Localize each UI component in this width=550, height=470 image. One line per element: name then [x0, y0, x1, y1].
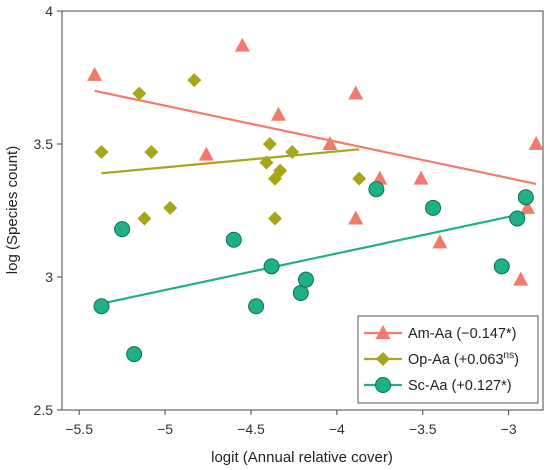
op-aa-point — [273, 163, 288, 178]
legend-superscript: ns — [504, 350, 515, 361]
am-aa-fit-line — [94, 89, 537, 185]
sc-aa-point — [368, 181, 385, 198]
op-aa-point — [137, 211, 152, 226]
sc-aa-point — [297, 271, 314, 288]
sc-aa-point — [93, 298, 110, 315]
sc-aa-point — [126, 346, 143, 363]
legend-label: Sc-Aa (+0.127*) — [408, 378, 512, 394]
op-aa-point — [132, 86, 147, 101]
am-aa-point — [413, 170, 429, 185]
sc-aa-point — [493, 258, 510, 275]
legend-close-paren: ) — [514, 352, 519, 368]
op-aa-point — [144, 144, 159, 159]
am-aa-point — [322, 136, 338, 150]
op-aa-point — [352, 171, 367, 186]
legend-marker — [375, 377, 391, 393]
data-markers — [87, 37, 544, 363]
op-aa-fit-line — [101, 148, 360, 175]
plot-area — [61, 10, 544, 411]
plot-frame — [61, 10, 544, 411]
op-aa-point — [163, 200, 178, 215]
x-tick-label: −4 — [329, 421, 345, 437]
x-tick-label: −4.5 — [237, 421, 265, 437]
legend-marker — [375, 325, 391, 339]
op-aa-point — [268, 211, 283, 226]
y-tick-label: 3 — [45, 269, 53, 285]
sc-aa-point — [517, 189, 534, 206]
sc-aa-fit-line — [101, 212, 527, 305]
sc-aa-point — [292, 284, 309, 301]
y-axis: 2.5 3 3.5 4 — [34, 3, 62, 418]
sc-aa-point — [509, 210, 526, 227]
x-tick-label: −5.5 — [65, 421, 93, 437]
am-aa-point — [234, 37, 250, 52]
x-tick-label: −5 — [157, 421, 173, 437]
legend: Am-Aa (−0.147*) Op-Aa (+0.063ns) Sc-Aa (+0… — [357, 315, 539, 404]
y-tick-label: 4 — [45, 3, 53, 19]
am-aa-point — [528, 136, 544, 150]
sc-aa-point — [225, 231, 242, 248]
legend-label: Op-Aa (+0.063ns) — [408, 350, 519, 368]
op-aa-point — [259, 155, 274, 170]
op-aa-point — [187, 73, 202, 88]
op-aa-point — [285, 144, 300, 159]
sc-aa-point — [248, 298, 265, 315]
am-aa-point — [270, 106, 286, 121]
legend-label: Am-Aa (−0.147*) — [408, 326, 516, 342]
x-axis: −5.5 −5 −4.5 −4 −3.5 −3 — [65, 410, 517, 437]
fit-lines — [94, 89, 537, 305]
x-axis-title: logit (Annual relative cover) — [211, 449, 393, 466]
op-aa-point — [262, 137, 277, 151]
y-axis-title: log (Species count) — [4, 146, 21, 274]
y-tick-label: 2.5 — [34, 402, 54, 418]
am-aa-point — [198, 146, 214, 161]
op-aa-point — [94, 144, 109, 159]
am-aa-point — [513, 271, 529, 286]
sc-aa-point — [114, 221, 131, 238]
am-aa-point — [432, 234, 448, 249]
x-tick-label: −3.5 — [409, 421, 437, 437]
am-aa-point — [87, 66, 103, 81]
legend-marker — [376, 352, 390, 366]
x-tick-label: −3 — [501, 421, 517, 437]
sc-aa-point — [263, 258, 280, 275]
y-tick-label: 3.5 — [34, 136, 54, 152]
am-aa-point — [372, 170, 388, 185]
am-aa-point — [520, 199, 536, 214]
sc-aa-point — [425, 199, 442, 216]
am-aa-point — [348, 85, 364, 100]
am-aa-point — [348, 210, 364, 225]
